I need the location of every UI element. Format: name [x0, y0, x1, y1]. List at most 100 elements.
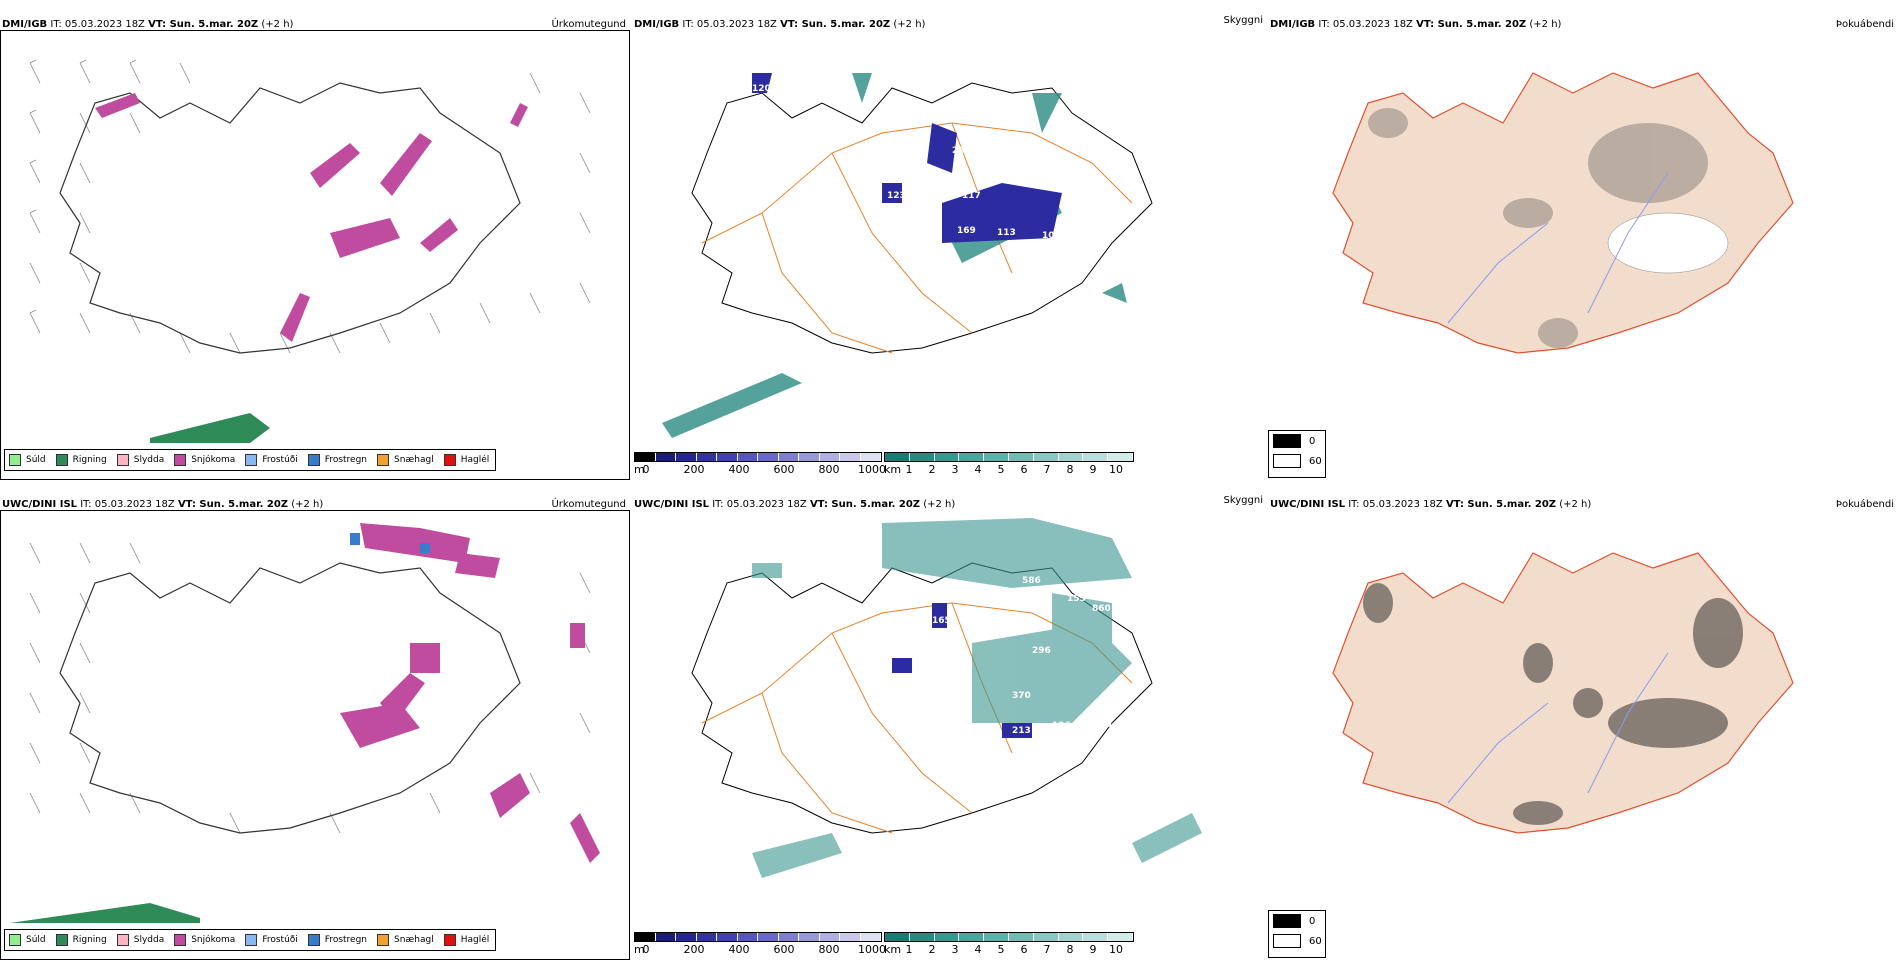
legend-label: Haglél	[460, 935, 490, 945]
panel-header: UWC/DINI ISL IT: 05.03.2023 18Z VT: Sun.…	[634, 499, 1263, 510]
wind-barbs	[29, 542, 591, 834]
svg-text:586: 586	[1022, 576, 1041, 586]
visibility-map: 120 145 266 117 123 169 113 106 304	[662, 73, 1153, 438]
legend-swatch	[245, 454, 258, 466]
precip-title: Úrkomutegund	[551, 19, 626, 30]
visibility-panel-row1: DMI/IGB IT: 05.03.2023 18Z VT: Sun. 5.ma…	[632, 15, 1267, 485]
model-name: DMI/IGB	[2, 19, 48, 30]
svg-text:120: 120	[752, 84, 771, 94]
visibility-strip	[884, 452, 1134, 462]
legend-item-snjokoma: Snjókoma	[170, 450, 241, 470]
legend-item-haglel: Haglél	[440, 930, 496, 950]
legend-swatch	[116, 934, 129, 946]
legend-swatch	[307, 454, 320, 466]
wind-barbs	[29, 59, 591, 354]
rivers	[1447, 652, 1669, 804]
model-name: UWC/DINI ISL	[2, 499, 78, 510]
svg-text:126: 126	[1052, 721, 1071, 731]
lead-time: (+2 h)	[291, 499, 324, 510]
it-label: IT:	[1318, 19, 1330, 30]
lead-time: (+2 h)	[923, 499, 956, 510]
fog-panel-row1: DMI/IGB IT: 05.03.2023 18Z VT: Sun. 5.ma…	[1268, 15, 1898, 485]
rain-area	[150, 413, 270, 443]
legend-item-snaehagl: Snæhagl	[373, 450, 440, 470]
legend-label: Haglél	[460, 455, 490, 465]
legend-item-slydda: Slydda	[113, 930, 170, 950]
low-visibility-areas	[752, 518, 1202, 878]
svg-text:106: 106	[1042, 231, 1061, 241]
precip-map	[29, 59, 591, 443]
legend-label: Rigning	[72, 935, 107, 945]
fog-swatch	[1273, 454, 1301, 468]
fog-map	[1332, 72, 1794, 354]
legend-label: Snæhagl	[394, 455, 434, 465]
svg-text:123: 123	[887, 191, 906, 201]
visibility-map: 586 155 860 165 296 353 370 123 213 126 …	[691, 518, 1202, 878]
vt-label: VT: Sun. 5.mar. 20Z	[1416, 19, 1527, 30]
legend-label: Snjókoma	[191, 455, 236, 465]
svg-text:117: 117	[962, 191, 981, 201]
legend-item-rigning: Rigning	[52, 930, 113, 950]
visibility-labels: 120 145 266 117 123 169 113 106 304	[752, 84, 1061, 336]
svg-text:123: 123	[1102, 696, 1121, 706]
vt-label: VT: Sun. 5.mar. 20Z	[1445, 499, 1557, 510]
fog-legend-item: 0	[1269, 431, 1325, 451]
legend-item-sudl: Súld	[5, 930, 52, 950]
svg-text:353: 353	[1152, 656, 1171, 666]
cloud-base-strip	[634, 932, 882, 942]
precip-map	[10, 523, 600, 923]
legend-label: Snjókoma	[191, 935, 236, 945]
roads	[701, 122, 1133, 354]
svg-text:169: 169	[957, 226, 976, 236]
lead-time: (+2 h)	[1529, 19, 1562, 30]
svg-text:165: 165	[932, 616, 951, 626]
it-label: IT:	[80, 499, 92, 510]
svg-text:296: 296	[1032, 646, 1051, 656]
panel-header: DMI/IGB IT: 05.03.2023 18Z VT: Sun. 5.ma…	[634, 19, 1263, 30]
it-value: 05.03.2023 18Z	[696, 19, 777, 30]
legend-swatch	[9, 934, 21, 946]
legend-swatch	[174, 934, 187, 946]
fog-title: Þokuábendi	[1835, 499, 1894, 510]
visibility-colorbar: km 1 2 3 4 5 6 7 8 9 10	[884, 932, 1134, 956]
iceland-outline	[691, 562, 1153, 834]
snow-areas	[95, 93, 528, 342]
legend-item-sudl: Súld	[5, 450, 52, 470]
it-value: 05.03.2023 18Z	[64, 19, 145, 30]
legend-label: Frostúði	[262, 935, 298, 945]
precip-legend: Súld Rigning Slydda Snjókoma Frostúði Fr…	[4, 929, 497, 951]
fog-legend: 0 60	[1268, 910, 1326, 958]
visibility-labels: 586 155 860 165 296 353 370 123 213 126 …	[907, 576, 1171, 878]
svg-text:109: 109	[907, 866, 926, 876]
glacier	[1607, 212, 1729, 274]
lead-time: (+2 h)	[893, 19, 926, 30]
svg-text:155: 155	[1067, 594, 1086, 604]
rivers	[1447, 172, 1669, 324]
legend-item-slydda: Slydda	[113, 450, 170, 470]
precip-panel-row2: UWC/DINI ISL IT: 05.03.2023 18Z VT: Sun.…	[0, 495, 630, 965]
model-name: DMI/IGB	[634, 19, 680, 30]
iceland-outline	[691, 82, 1153, 354]
fog-legend-item: 60	[1269, 451, 1325, 471]
model-name: DMI/IGB	[1270, 19, 1316, 30]
iceland-outline	[59, 82, 521, 354]
cloud-base-ticks: m 0 200 400 600 800 1000	[634, 463, 886, 476]
vt-label: VT: Sun. 5.mar. 20Z	[148, 19, 259, 30]
fog-legend-item: 60	[1269, 931, 1325, 951]
it-label: IT:	[712, 499, 724, 510]
legend-label: Frostregn	[324, 455, 368, 465]
legend-swatch	[377, 454, 390, 466]
fog-map	[1332, 552, 1794, 834]
legend-swatch	[443, 934, 456, 946]
freezing-rain-areas	[350, 533, 430, 553]
visibility-colorbar: km 1 2 3 4 5 6 7 8 9 10	[884, 452, 1134, 476]
legend-item-rigning: Rigning	[52, 450, 113, 470]
it-value: 05.03.2023 18Z	[94, 499, 175, 510]
fog-legend-item: 0	[1269, 911, 1325, 931]
snow-areas	[340, 523, 600, 863]
visibility-title: Skyggni	[1223, 15, 1263, 26]
panel-header: DMI/IGB IT: 05.03.2023 18Z VT: Sun. 5.ma…	[1270, 19, 1894, 30]
precip-panel-row1: DMI/IGB IT: 05.03.2023 18Z VT: Sun. 5.ma…	[0, 15, 630, 485]
fog-legend-label: 0	[1309, 435, 1316, 447]
legend-item-snjokoma: Snjókoma	[170, 930, 241, 950]
